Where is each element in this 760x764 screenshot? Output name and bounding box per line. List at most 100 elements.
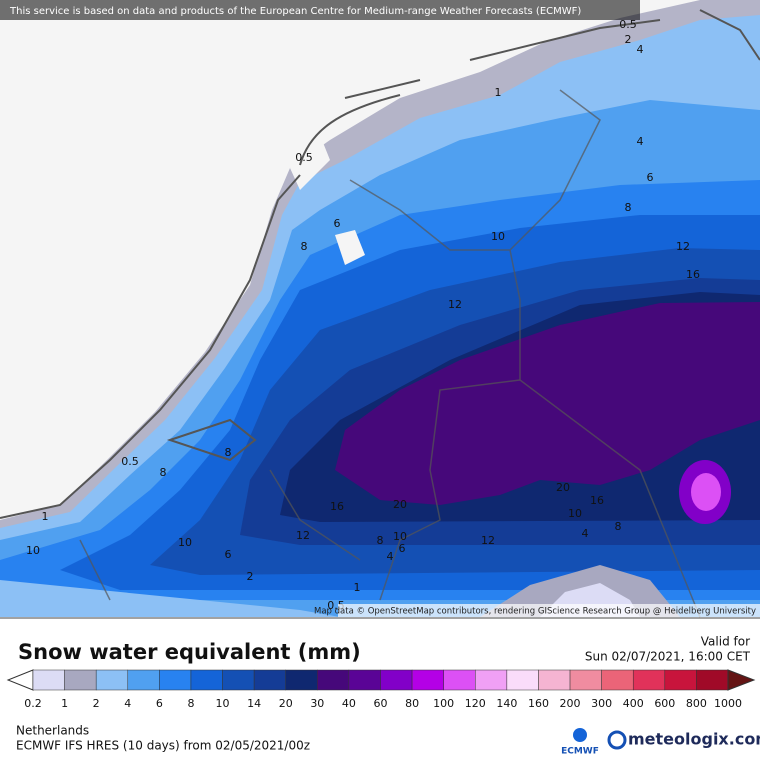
contour-label: 6 xyxy=(399,542,406,555)
region: Netherlands xyxy=(16,724,89,738)
color-box xyxy=(601,669,634,691)
contour-label: 10 xyxy=(393,530,407,543)
color-box xyxy=(222,669,255,691)
contour-label: 16 xyxy=(330,500,344,513)
color-box xyxy=(127,669,160,691)
valid-time: Sun 02/07/2021, 16:00 CET xyxy=(585,650,751,664)
color-box xyxy=(411,669,444,691)
tick-label: 20 xyxy=(279,697,293,710)
contour-label: 6 xyxy=(647,171,654,184)
color-box xyxy=(348,669,381,691)
tick-label: 6 xyxy=(156,697,163,710)
contour-label: 16 xyxy=(590,494,604,507)
contour-label: 10 xyxy=(178,536,192,549)
valid-label: Valid for xyxy=(701,635,750,649)
ecmwf: ECMWF xyxy=(561,747,599,757)
arrow-high xyxy=(727,669,756,691)
tick-label: 4 xyxy=(124,697,131,710)
contour-label: 2 xyxy=(247,570,254,583)
arrow-low xyxy=(6,669,34,691)
color-box xyxy=(475,669,508,691)
tick-label: 1 xyxy=(61,697,68,710)
contour-label: 12 xyxy=(481,534,495,547)
model: ECMWF IFS HRES (10 days) from 02/05/2021… xyxy=(16,739,310,753)
color-box xyxy=(380,669,413,691)
tick-label: 2 xyxy=(93,697,100,710)
color-box xyxy=(569,669,602,691)
contour-label: 12 xyxy=(296,529,310,542)
color-box xyxy=(696,669,729,691)
site: meteologix.com xyxy=(628,730,760,749)
contour-label: 4 xyxy=(637,135,644,148)
color-box xyxy=(538,669,571,691)
colorbar: 0.2 1 2 4 6 8 10 14 20 30 40 60 80 100 120 140 160 200 300… xyxy=(6,669,756,710)
color-box xyxy=(159,669,192,691)
tick-label: 1000 xyxy=(714,697,742,710)
contour-label: 8 xyxy=(377,534,384,547)
tick-label: 400 xyxy=(623,697,644,710)
color-box xyxy=(664,669,697,691)
border xyxy=(79,89,701,618)
tick-label: 60 xyxy=(374,697,388,710)
contour-label: 6 xyxy=(334,217,341,230)
contour-label: 4 xyxy=(637,43,644,56)
contour-label: 0.5 xyxy=(619,18,637,31)
coastline xyxy=(0,9,760,519)
color-box xyxy=(443,669,476,691)
color-box xyxy=(506,669,539,691)
contour-label: 4 xyxy=(582,527,589,540)
tick-label: 14 xyxy=(247,697,261,710)
tick-label: 300 xyxy=(591,697,612,710)
tick-label: 0.2 xyxy=(24,697,42,710)
tick-label: 40 xyxy=(342,697,356,710)
tick-label: 100 xyxy=(433,697,454,710)
site-logo xyxy=(607,730,627,750)
contour-label: 20 xyxy=(556,481,570,494)
contour-label: 0.5 xyxy=(295,151,313,164)
color-box xyxy=(285,669,318,691)
contour-label: 0.5 xyxy=(121,455,139,468)
contour-label: 8 xyxy=(160,466,167,479)
contour-label: 8 xyxy=(301,240,308,253)
band xyxy=(0,580,340,617)
notice: This service is based on data and produc… xyxy=(9,6,581,17)
tick-label: 80 xyxy=(405,697,419,710)
contour-label: 8 xyxy=(225,446,232,459)
contour-label: 8 xyxy=(625,201,632,214)
contour-label: 10 xyxy=(26,544,40,557)
contour-label: 4 xyxy=(387,550,394,563)
tick-label: 800 xyxy=(686,697,707,710)
attribution-bg xyxy=(338,604,760,617)
contour-label: 16 xyxy=(686,268,700,281)
tick-label: 140 xyxy=(496,697,517,710)
tick-label: 10 xyxy=(216,697,230,710)
color-box xyxy=(190,669,223,691)
tick-label: 160 xyxy=(528,697,549,710)
tick-label: 200 xyxy=(560,697,581,710)
contour-label: 10 xyxy=(491,230,505,243)
peak xyxy=(691,473,721,511)
contour-label: 12 xyxy=(676,240,690,253)
tick-label: 8 xyxy=(187,697,194,710)
color-box xyxy=(95,669,129,691)
contour-label: 1 xyxy=(42,510,49,523)
contour-label: 20 xyxy=(393,498,407,511)
notice-bar xyxy=(0,0,640,20)
legend-title: Snow water equivalent (mm) xyxy=(18,640,361,664)
tick-label: 600 xyxy=(654,697,675,710)
color-box xyxy=(32,669,65,691)
contour-label: 8 xyxy=(615,520,622,533)
attribution: Map data © OpenStreetMap contributors, r… xyxy=(314,607,756,617)
band xyxy=(335,302,760,505)
color-box xyxy=(253,669,286,691)
contour-label: 1 xyxy=(495,86,502,99)
contour-label: 1 xyxy=(354,581,361,594)
tick-label: 120 xyxy=(465,697,486,710)
contour-label: 12 xyxy=(448,298,462,311)
color-box xyxy=(317,669,350,691)
ecmwf-logo xyxy=(573,728,587,742)
